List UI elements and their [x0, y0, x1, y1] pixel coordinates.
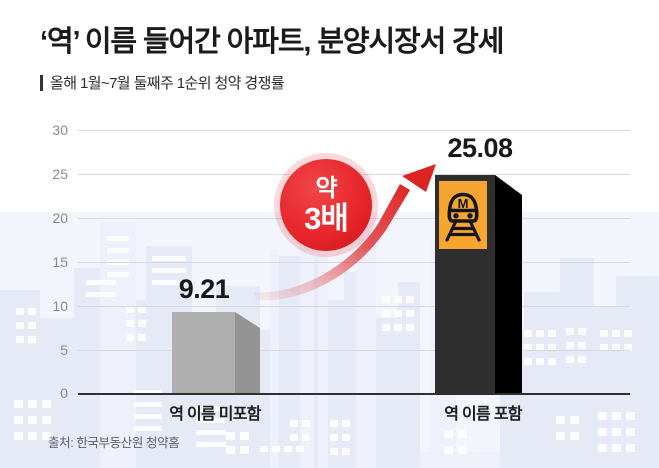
- chart-subtitle: 올해 1월~7월 둘째주 1순위 청약 경쟁률: [50, 75, 285, 92]
- subtitle-bar-mark: [40, 74, 43, 91]
- callout-line-2: 3배: [304, 200, 349, 236]
- ytick-label-30: 30: [52, 122, 68, 138]
- gridline-10: [78, 306, 630, 307]
- bar-value-no-station: 9.21: [178, 274, 230, 304]
- callout-text: 약 3배: [278, 157, 374, 253]
- ytick-label-15: 15: [52, 254, 68, 270]
- callout-circle: [280, 159, 372, 251]
- growth-arrow-head: [402, 164, 436, 192]
- subtitle-row: 올해 1월~7월 둘째주 1순위 청약 경쟁률: [40, 72, 285, 93]
- bar-value-with-station: 25.08: [447, 133, 513, 163]
- page-title: ‘역’ 이름 들어간 아파트, 분양시장서 강세: [40, 26, 504, 58]
- bar-shape-no-station: [172, 312, 260, 393]
- ytick-label-25: 25: [52, 166, 68, 182]
- source-note: 출처: 한국부동산원 청약홈: [48, 436, 180, 450]
- growth-callout: [254, 153, 436, 301]
- bar-category-with-station: 역 이름 포함: [444, 406, 522, 423]
- subway-train-icon: M: [439, 181, 487, 249]
- gridline-30: [78, 130, 630, 131]
- ytick-label-5: 5: [60, 342, 68, 358]
- callout-line-1: 약: [315, 174, 337, 202]
- ytick-label-20: 20: [52, 210, 68, 226]
- svg-text:M: M: [458, 196, 469, 211]
- ytick-label-0: 0: [60, 385, 68, 401]
- growth-arrow-body: [254, 184, 410, 301]
- header: ‘역’ 이름 들어간 아파트, 분양시장서 강세 올해 1월~7월 둘째주 1순…: [0, 0, 659, 110]
- axis-baseline: [78, 393, 630, 395]
- gridline-5: [78, 350, 630, 351]
- bar-category-no-station: 역 이름 미포함: [169, 406, 261, 423]
- ytick-label-10: 10: [52, 298, 68, 314]
